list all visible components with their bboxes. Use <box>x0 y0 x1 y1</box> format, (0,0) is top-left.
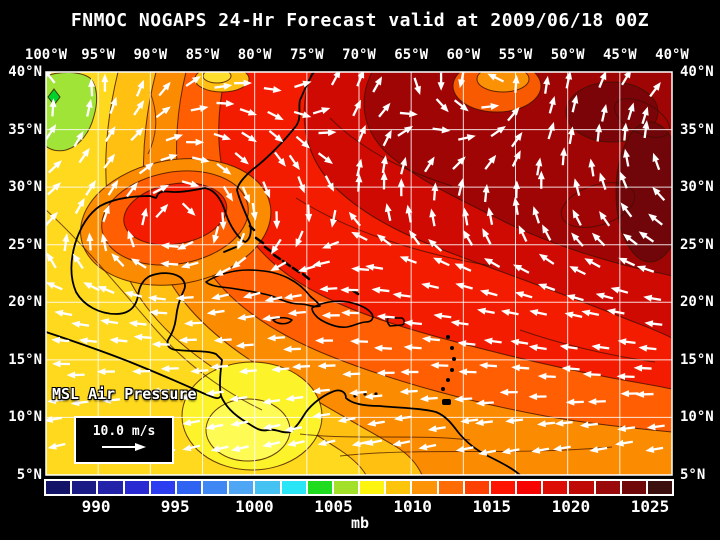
coastline-puerto-rico <box>386 317 406 327</box>
lon-label: 90°W <box>133 47 168 63</box>
lat-label-left: 15°N <box>8 351 42 368</box>
lon-label: 100°W <box>24 47 68 63</box>
pressure-fill-layer <box>46 72 672 475</box>
coastline-cuba <box>205 269 321 308</box>
colorbar-tick-label: 1000 <box>235 497 274 516</box>
grid-lines <box>46 72 672 475</box>
colorbar-cell <box>569 481 594 494</box>
colorbar-tick-label: 1010 <box>393 497 432 516</box>
lon-label: 55°W <box>498 47 533 63</box>
colorbar-cell <box>46 481 71 494</box>
lat-label-left: 30°N <box>8 179 42 196</box>
lon-label: 95°W <box>81 47 116 63</box>
colorbar-cell <box>543 481 568 494</box>
lat-label-left: 25°N <box>8 236 42 253</box>
colorbar-cell <box>307 481 332 494</box>
lat-label-right: 20°N <box>680 294 714 311</box>
wind-arrows-layer <box>46 72 666 456</box>
lat-label-right: 30°N <box>680 179 714 196</box>
lon-label: 85°W <box>185 47 220 63</box>
lon-label: 75°W <box>289 47 324 63</box>
colorbar-cell <box>621 481 646 494</box>
lon-label: 65°W <box>394 47 429 63</box>
lon-label: 40°W <box>655 47 689 63</box>
colorbar-tick-label: 1020 <box>551 497 591 516</box>
lat-label-left: 20°N <box>8 294 42 311</box>
page-title: FNMOC NOGAPS 24-Hr Forecast valid at 200… <box>70 10 650 31</box>
field-label: MSL Air Pressure <box>52 385 197 403</box>
colorbar-cell <box>176 481 202 494</box>
colorbar-cell <box>360 481 385 494</box>
lesser-antilles <box>353 335 456 405</box>
colorbar-tick-label: 995 <box>160 497 190 516</box>
colorbar-cell <box>464 481 489 494</box>
colorbar-cell <box>412 481 437 494</box>
colorbar-tick-label: 1015 <box>472 497 511 516</box>
coastline-mainland <box>70 72 521 475</box>
colorbar-cell <box>229 481 254 494</box>
colorbar-cell <box>255 481 280 494</box>
colorbar-cell <box>490 481 516 494</box>
colorbar-cell <box>124 481 149 494</box>
colorbar-tick-label: 990 <box>81 497 111 516</box>
lat-label-right: 25°N <box>680 236 714 253</box>
colorbar-cell <box>438 481 463 494</box>
colorbar-cell <box>647 481 673 494</box>
lat-label-left: 40°N <box>8 64 42 80</box>
wind-reference-arrow-icon <box>102 443 146 451</box>
colorbar-cell <box>595 481 620 494</box>
colorbar-cell <box>150 481 175 494</box>
coastline-hispaniola <box>311 300 374 328</box>
colorbar-unit: mb <box>350 514 370 532</box>
lat-label-right: 10°N <box>680 409 714 426</box>
colorbar-cell <box>517 481 542 494</box>
lat-label-left: 5°N <box>16 467 42 483</box>
bahamas-islands <box>248 224 360 296</box>
colorbar-cell <box>72 481 97 494</box>
wind-speed-value: 10.0 m/s <box>92 424 156 439</box>
colorbar-cell <box>203 481 228 494</box>
lon-label: 45°W <box>602 47 637 63</box>
colorbar-cell <box>333 481 359 494</box>
lon-label: 50°W <box>550 47 585 63</box>
coastline-pacific <box>46 331 222 400</box>
colorbar-tick-label: 1005 <box>314 497 353 516</box>
florida-keys <box>223 246 237 253</box>
lat-label-right: 15°N <box>680 351 714 368</box>
colorbar-cell <box>281 481 306 494</box>
coastline-layer <box>46 72 521 475</box>
lon-label: 70°W <box>342 47 376 63</box>
lat-label-left: 10°N <box>8 409 42 426</box>
lat-label-right: 35°N <box>680 121 714 138</box>
lat-label-right: 40°N <box>680 64 714 80</box>
map-border <box>45 71 673 476</box>
lat-label-left: 35°N <box>8 121 42 138</box>
wind-speed-legend: 10.0 m/s <box>74 416 174 464</box>
colorbar-cell <box>98 481 123 494</box>
lon-label: 60°W <box>446 47 481 63</box>
pressure-colorbar <box>44 479 674 496</box>
colorbar-cell <box>386 481 411 494</box>
colorbar-tick-label: 1025 <box>630 497 670 516</box>
lat-label-right: 5°N <box>680 467 706 483</box>
lon-label: 80°W <box>237 47 272 63</box>
